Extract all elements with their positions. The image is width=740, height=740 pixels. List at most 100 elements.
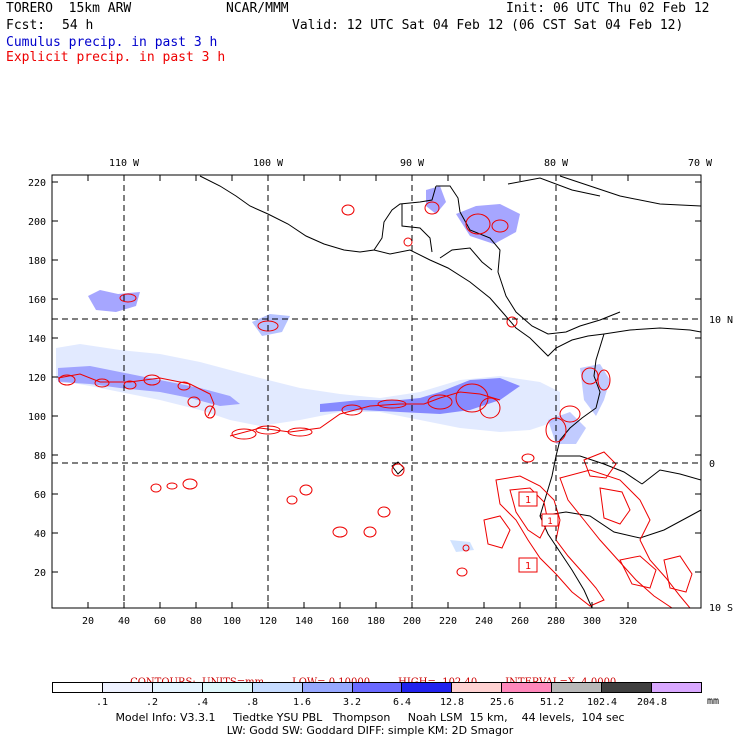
contour-blob <box>58 374 76 386</box>
map-plot-area: 1 1 1 <box>52 175 701 608</box>
contour-south-america-2 <box>509 487 549 539</box>
contour-blob <box>286 495 298 505</box>
contour-south-america-1 <box>495 475 605 607</box>
colorbar-swatch <box>252 683 303 692</box>
x-tick-label: 100 <box>223 616 241 627</box>
contour-blob <box>94 378 110 388</box>
contour-blob <box>427 394 453 410</box>
contour-south-america-6 <box>663 555 693 593</box>
forecast-hour: 54 h <box>62 18 94 33</box>
forecast-label: Fcst: <box>6 18 46 33</box>
top-longitude-labels: 110 W 100 W 90 W 80 W 70 W <box>109 158 713 169</box>
colorbar-swatch <box>402 683 453 692</box>
x-tick-label: 320 <box>619 616 637 627</box>
precip-colorbar <box>52 682 702 693</box>
border-east <box>603 327 701 335</box>
x-tick-label: 260 <box>511 616 529 627</box>
contour-label-box <box>518 491 538 507</box>
y-tick-label: 140 <box>28 334 46 345</box>
colorbar-labels: .1 .2 .4 .8 1.6 3.2 6.4 12.8 25.6 51.2 102.4 204.8 <box>96 697 667 708</box>
contour-blob <box>341 204 355 216</box>
contour-blob <box>332 526 348 538</box>
coastline-yucatan <box>436 185 461 213</box>
y-tick-label: 220 <box>28 178 46 189</box>
contour-blob <box>143 374 161 386</box>
y-tick-label: 120 <box>28 373 46 384</box>
contour-blob <box>177 381 191 391</box>
colorbar-swatch <box>552 683 603 692</box>
colorbar-swatch <box>202 683 253 692</box>
colorbar-swatch <box>652 683 701 692</box>
contour-label-box <box>518 557 538 573</box>
x-tick-label: 60 <box>154 616 166 627</box>
x-tick-label: 160 <box>331 616 349 627</box>
x-tick-label: 220 <box>439 616 457 627</box>
contour-labels: 1 1 1 <box>518 491 559 573</box>
contour-blob <box>403 237 413 247</box>
contour-blob <box>391 463 405 477</box>
longitude-label: 90 W <box>400 158 425 169</box>
colorbar-label: 204.8 <box>637 697 667 708</box>
model-title: TORERO 15km ARW <box>6 1 132 16</box>
contour-blob <box>182 478 198 490</box>
border-brazil <box>641 469 701 485</box>
x-tick-label: 200 <box>403 616 421 627</box>
border-guatemala <box>401 204 433 253</box>
colorbar-label: .8 <box>246 697 258 708</box>
longitude-label: 100 W <box>253 158 284 169</box>
contour-blob <box>363 526 377 538</box>
coastline-caribbean-islands <box>559 175 701 207</box>
cumulus-core-west <box>58 366 240 406</box>
latitude-label: 0 <box>709 459 715 470</box>
contour-blob <box>465 213 491 235</box>
contour-blob <box>299 484 313 496</box>
colorbar-swatch <box>102 683 153 692</box>
contour-blob <box>287 427 313 437</box>
y-tick-label: 180 <box>28 256 46 267</box>
colorbar-label: 6.4 <box>393 697 411 708</box>
colorbar-swatch <box>602 683 653 692</box>
contour-blob <box>559 405 581 423</box>
y-axis: 220 200 180 160 140 120 100 80 60 40 20 <box>28 178 701 579</box>
colorbar-label: .2 <box>146 697 158 708</box>
legend-explicit: Explicit precip. in past 3 h <box>6 50 226 65</box>
colorbar-label: 3.2 <box>343 697 361 708</box>
colorbar-label: 51.2 <box>540 697 564 708</box>
colorbar-swatch <box>502 683 553 692</box>
colorbar-label: .1 <box>96 697 108 708</box>
latitude-label: 10 N <box>709 315 733 326</box>
contour-band-west <box>57 373 215 417</box>
colorbar-label: 25.6 <box>490 697 514 708</box>
y-tick-label: 200 <box>28 217 46 228</box>
contour-blob <box>491 219 509 233</box>
contour-south-america-4 <box>599 487 631 525</box>
cumulus-patch-4 <box>426 186 446 214</box>
colorbar-label: 1.6 <box>293 697 311 708</box>
colorbar-swatch <box>302 683 353 692</box>
x-tick-label: 180 <box>367 616 385 627</box>
colorbar-swatch <box>53 683 103 692</box>
x-tick-label: 20 <box>82 616 94 627</box>
init-time: Init: 06 UTC Thu 02 Feb 12 <box>506 1 710 16</box>
coastline-mexico <box>199 175 437 253</box>
contour-blob <box>187 396 201 408</box>
y-tick-label: 160 <box>28 295 46 306</box>
colorbar-label: 12.8 <box>440 697 464 708</box>
cumulus-patch-5 <box>580 364 610 416</box>
explicit-precip-contours <box>57 201 693 608</box>
valid-time: Valid: 12 UTC Sat 04 Feb 12 (06 CST Sat … <box>292 18 684 33</box>
cumulus-core-central <box>320 378 520 414</box>
x-tick-label: 40 <box>118 616 130 627</box>
longitude-label: 80 W <box>544 158 569 169</box>
contour-blob <box>204 405 216 419</box>
model-info-line1: Model Info: V3.3.1 Tiedtke YSU PBL Thomp… <box>115 711 625 724</box>
colorbar-unit: mm <box>707 696 720 707</box>
contour-label: 1 <box>525 495 531 506</box>
graticule <box>52 175 701 608</box>
x-axis: 20 40 60 80 100 120 140 160 180 200 220 240 260 280 30… <box>82 175 637 627</box>
cuba-outline <box>507 177 601 197</box>
contour-south-america-8 <box>583 451 617 479</box>
contour-south-america-7 <box>483 515 511 549</box>
y-tick-label: 80 <box>34 451 46 462</box>
